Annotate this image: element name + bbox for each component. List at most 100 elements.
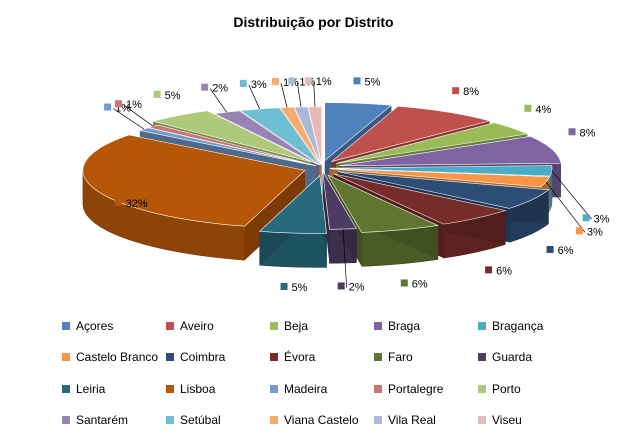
legend-item: Beja [270, 310, 374, 342]
data-label: 1% [316, 76, 332, 88]
data-label: 5% [292, 282, 308, 294]
legend-item: Castelo Branco [62, 342, 166, 374]
legend-item: Setúbal [166, 405, 270, 436]
pie-chart: 5%8%4%8%3%3%6%6%6%2%5%32%1%1%5%2%3%1%1%1… [0, 0, 627, 310]
legend-label: Guarda [492, 350, 532, 364]
legend-label: Braga [388, 319, 420, 333]
legend-item: Braga [374, 310, 478, 342]
legend-item: Bragança [478, 310, 582, 342]
data-label: 1% [126, 99, 142, 111]
legend-label: Vila Real [388, 413, 436, 427]
data-label-marker [354, 77, 361, 84]
data-label: 6% [558, 245, 574, 257]
legend-label: Bragança [492, 319, 543, 333]
legend-swatch [478, 322, 486, 330]
legend-swatch [374, 322, 382, 330]
legend-item: Santarém [62, 405, 166, 436]
legend-item: Portalegre [374, 373, 478, 405]
legend-label: Porto [492, 382, 521, 396]
legend-label: Aveiro [180, 319, 214, 333]
data-label: 8% [580, 127, 596, 139]
data-label-marker [104, 104, 111, 111]
data-label: 2% [212, 83, 228, 95]
legend-label: Santarém [76, 413, 128, 427]
legend-swatch [62, 322, 70, 330]
legend-item: Lisboa [166, 373, 270, 405]
legend-label: Setúbal [180, 413, 221, 427]
data-label-marker [115, 100, 122, 107]
legend-swatch [374, 353, 382, 361]
legend-item: Faro [374, 342, 478, 374]
legend-item: Coimbra [166, 342, 270, 374]
data-label: 32% [126, 198, 148, 210]
data-label: 3% [587, 226, 603, 238]
data-label: 4% [535, 104, 551, 116]
legend-label: Leiria [76, 382, 105, 396]
data-label: 6% [412, 278, 428, 290]
legend-label: Évora [284, 350, 315, 364]
data-label-marker [240, 80, 247, 87]
legend-label: Madeira [284, 382, 327, 396]
chart-legend: Açores Aveiro Beja Braga Bragança Castelo Bra… [62, 310, 582, 436]
data-label-marker [569, 128, 576, 135]
data-label-marker [547, 246, 554, 253]
legend-label: Viana Castelo [284, 413, 359, 427]
legend-label: Beja [284, 319, 308, 333]
legend-swatch [270, 416, 278, 424]
data-label: 6% [496, 265, 512, 277]
legend-swatch [166, 322, 174, 330]
legend-label: Faro [388, 350, 413, 364]
legend-label: Açores [76, 319, 113, 333]
data-label: 5% [165, 90, 181, 102]
data-label-marker [115, 199, 122, 206]
data-label-marker [401, 279, 408, 286]
data-label: 3% [594, 213, 610, 225]
legend-item: Leiria [62, 373, 166, 405]
legend-swatch [270, 385, 278, 393]
legend-item: Porto [478, 373, 582, 405]
legend-swatch [270, 353, 278, 361]
data-label-marker [305, 77, 312, 84]
data-label-marker [338, 282, 345, 289]
legend-item: Vila Real [374, 405, 478, 436]
legend-item: Aveiro [166, 310, 270, 342]
legend-label: Coimbra [180, 350, 225, 364]
data-label-marker [485, 266, 492, 273]
legend-swatch [62, 385, 70, 393]
data-label-marker [524, 105, 531, 112]
legend-swatch [478, 416, 486, 424]
data-label-marker [201, 84, 208, 91]
data-label: 8% [463, 86, 479, 98]
data-label: 5% [365, 76, 381, 88]
data-label-marker [272, 78, 279, 85]
legend-item: Açores [62, 310, 166, 342]
legend-swatch [478, 353, 486, 361]
legend-label: Lisboa [180, 382, 215, 396]
data-label-marker [281, 283, 288, 290]
data-label-marker [583, 214, 590, 221]
data-label: 3% [251, 79, 267, 91]
legend-swatch [166, 353, 174, 361]
legend-swatch [270, 322, 278, 330]
legend-swatch [374, 385, 382, 393]
data-label-marker [288, 78, 295, 85]
data-label-marker [154, 91, 161, 98]
legend-item: Madeira [270, 373, 374, 405]
legend-swatch [62, 353, 70, 361]
legend-item: Viana Castelo [270, 405, 374, 436]
legend-item: Guarda [478, 342, 582, 374]
data-label-marker [452, 87, 459, 94]
legend-swatch [374, 416, 382, 424]
legend-swatch [62, 416, 70, 424]
legend-item: Évora [270, 342, 374, 374]
legend-label: Viseu [492, 413, 522, 427]
data-label-marker [576, 227, 583, 234]
legend-swatch [166, 416, 174, 424]
legend-item: Viseu [478, 405, 582, 436]
legend-label: Portalegre [388, 382, 443, 396]
data-label: 2% [349, 281, 365, 293]
legend-swatch [478, 385, 486, 393]
legend-label: Castelo Branco [76, 350, 158, 364]
legend-swatch [166, 385, 174, 393]
leader-line [546, 182, 585, 232]
